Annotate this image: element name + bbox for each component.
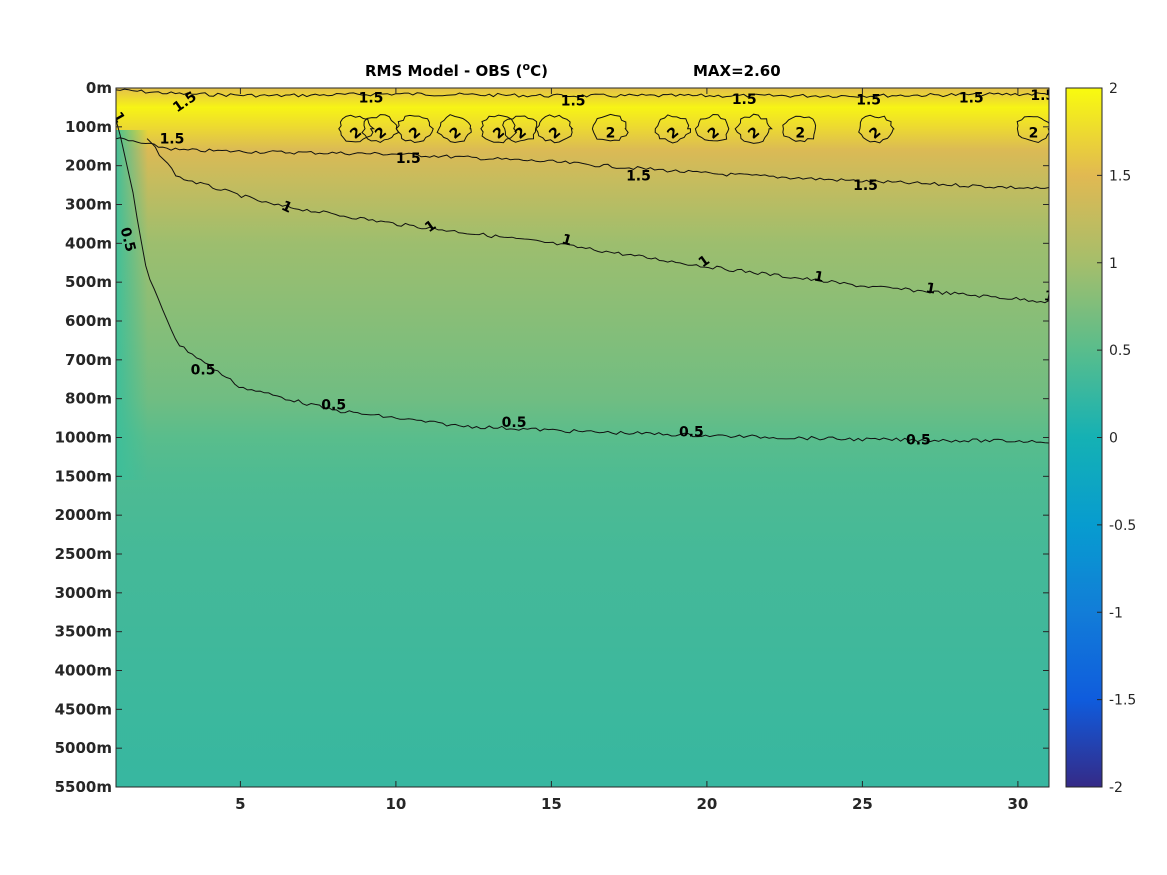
colorbar-tick-label: -1 — [1109, 605, 1123, 621]
contour-line-1.5 — [116, 88, 1049, 98]
contour-label: 1.5 — [561, 93, 586, 109]
colorbar-tick-label: -2 — [1109, 780, 1123, 796]
contour-label: 1 — [1043, 288, 1055, 305]
contour-label: 2 — [795, 126, 805, 142]
contour-label: 1.5 — [856, 93, 881, 109]
y-tick-label: 500m — [65, 273, 112, 291]
colorbar-tick-label: 1.5 — [1109, 168, 1131, 184]
y-tick-label: 1000m — [55, 429, 112, 447]
contour-label: 1 — [924, 280, 936, 297]
contour-line-2 — [782, 115, 817, 143]
title-max: MAX=2.60 — [693, 62, 781, 80]
plot-area: 1.5 1.5 1.5 1.5 1.5 1.5 1.51.51.51.51.51111111… — [109, 88, 1055, 787]
y-tick-label: 1500m — [55, 467, 112, 485]
contour-line-2 — [338, 114, 376, 143]
y-tick-label: 2000m — [55, 506, 112, 524]
y-tick-label: 2500m — [55, 545, 112, 563]
contour-line-0.5 — [116, 119, 1049, 444]
contour-line-1.5 — [116, 137, 1049, 190]
contour-line-2 — [654, 114, 692, 144]
x-tick-label: 20 — [696, 795, 717, 813]
contour-line-2 — [436, 114, 472, 144]
y-tick-label: 4000m — [55, 662, 112, 680]
contour-label: 0.5 — [906, 432, 931, 448]
contour-label: 0.5 — [679, 425, 704, 441]
contour-label: 1.5 — [160, 131, 185, 147]
y-tick-label: 100m — [65, 118, 112, 136]
contour-label: 1.5 — [1030, 88, 1055, 104]
contour-line-2 — [395, 114, 434, 144]
y-tick-label: 4500m — [55, 700, 112, 718]
contour-line-2 — [734, 113, 773, 144]
contour-label: 0.5 — [191, 363, 216, 379]
colorbar-tick-label: 2 — [1109, 81, 1118, 97]
y-tick-label: 3000m — [55, 584, 112, 602]
contour-label: 2 — [606, 126, 616, 142]
colorbar: 2 1.5 1 0.5 0 -0.5 -1 -1.5 -2 — [1065, 81, 1136, 796]
contour-line-2 — [694, 113, 730, 142]
x-tick-label: 5 — [235, 795, 245, 813]
contour-label: 1.5 — [396, 151, 421, 167]
x-axis: 5 10 15 20 25 30 — [235, 88, 1028, 813]
y-tick-label: 3500m — [55, 623, 112, 641]
shallow-edge-fade — [116, 130, 148, 480]
contour-label: 1.5 — [853, 178, 878, 194]
contour-line-2 — [1016, 115, 1049, 144]
y-tick-label: 200m — [65, 157, 112, 175]
contour-line-2 — [858, 114, 895, 144]
x-tick-label: 25 — [852, 795, 873, 813]
contour-line-2 — [535, 114, 574, 144]
contour-label: 1.5 — [626, 168, 651, 184]
y-tick-label: 800m — [65, 390, 112, 408]
contour-label: 0.5 — [321, 397, 346, 413]
contour-label: 0.5 — [502, 415, 527, 431]
colorbar-tick-label: 1 — [1109, 256, 1118, 272]
y-tick-label: 0m — [86, 79, 112, 97]
colorbar-tick-label: 0.5 — [1109, 343, 1131, 359]
colorbar-gradient — [1065, 87, 1103, 788]
x-tick-label: 10 — [385, 795, 406, 813]
contour-label: 1.5 — [959, 91, 984, 107]
contour-lines — [116, 88, 1049, 444]
colorbar-tick-label: -1.5 — [1109, 693, 1136, 709]
contour-label: 1 — [109, 109, 128, 125]
contour-line-2 — [502, 115, 538, 143]
contour-label: 1 — [812, 269, 824, 286]
contour-label: 1 — [560, 231, 574, 249]
contour-line-1 — [146, 138, 1049, 304]
contour-label: 0.5 — [117, 226, 139, 254]
title-text: RMS Model - OBS (oC) — [365, 60, 548, 80]
y-tick-label: 5000m — [55, 739, 112, 757]
y-tick-label: 700m — [65, 351, 112, 369]
y-tick-label: 600m — [65, 312, 112, 330]
colorbar-ticks: 2 1.5 1 0.5 0 -0.5 -1 -1.5 -2 — [1097, 81, 1136, 796]
colorbar-tick-label: -0.5 — [1109, 518, 1136, 534]
y-axis: 0m 100m 200m 300m 400m 500m 600m 700m 800m 1000m 1… — [55, 79, 1049, 796]
contour-label: 1.5 — [359, 91, 384, 107]
contour-line-2 — [361, 114, 400, 143]
y-tick-label: 400m — [65, 234, 112, 252]
heatmap-field — [116, 88, 1049, 787]
x-tick-label: 30 — [1007, 795, 1028, 813]
colorbar-tick-label: 0 — [1109, 431, 1118, 447]
contour-label: 2 — [1029, 126, 1039, 142]
x-tick-label: 15 — [541, 795, 562, 813]
contour-line-2 — [591, 113, 629, 142]
contour-label: 1.5 — [732, 92, 757, 108]
y-tick-label: 5500m — [55, 778, 112, 796]
chart-title: RMS Model - OBS (oC) MAX=2.60 — [365, 60, 781, 80]
y-tick-label: 300m — [65, 196, 112, 214]
